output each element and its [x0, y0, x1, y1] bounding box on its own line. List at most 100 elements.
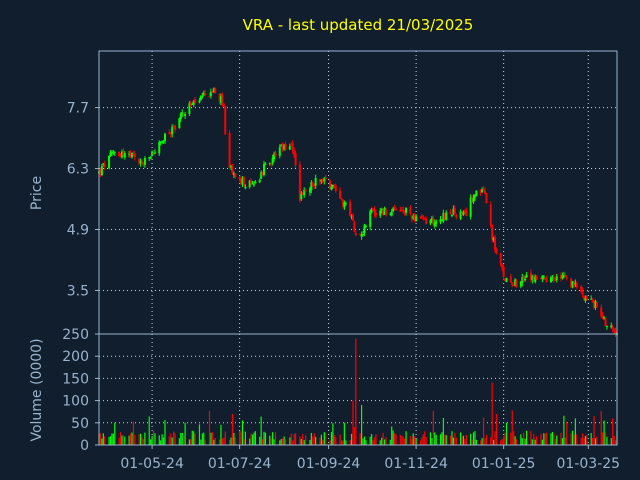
candle-body — [422, 216, 425, 220]
candle-body — [555, 276, 558, 281]
candle-body — [251, 183, 254, 185]
candle-body — [591, 300, 594, 302]
candle-body — [188, 103, 191, 114]
candle-body — [214, 87, 217, 93]
candle-body — [509, 276, 512, 283]
candle-body — [320, 180, 323, 182]
candle-body — [273, 153, 276, 160]
candle-body — [570, 278, 573, 288]
candle-body — [534, 276, 537, 282]
candle-body — [252, 184, 255, 186]
candle-body — [208, 96, 211, 98]
candle-body — [439, 219, 442, 223]
candle-body — [168, 132, 171, 134]
candle-body — [164, 133, 167, 141]
candle-body — [250, 180, 253, 184]
candle-body — [314, 178, 317, 186]
candle-body — [211, 91, 214, 93]
candle-body — [600, 307, 603, 317]
candle-body — [574, 282, 577, 285]
candle-body — [171, 126, 174, 135]
volume-tick-label: 50 — [71, 416, 89, 432]
candle-body — [552, 277, 555, 280]
candle-body — [221, 95, 224, 105]
candle-body — [109, 152, 112, 157]
candle-body — [514, 279, 517, 286]
candle-body — [505, 277, 508, 283]
candle-body — [475, 190, 478, 197]
candle-body — [575, 283, 578, 288]
candle-body — [611, 327, 614, 330]
candle-body — [491, 225, 494, 240]
candle-body — [128, 153, 131, 155]
candle-body — [234, 173, 237, 178]
candle-body — [230, 165, 233, 167]
candle-body — [260, 172, 263, 179]
candle-body — [204, 93, 207, 95]
candle-body — [522, 275, 525, 282]
candle-body — [354, 233, 357, 235]
candle-body — [419, 216, 422, 218]
candle-body — [501, 264, 504, 269]
candle-body — [120, 151, 123, 158]
candle-body — [321, 179, 324, 183]
candle-body — [525, 274, 528, 278]
candle-body — [343, 202, 346, 208]
candle-body — [409, 207, 412, 215]
candle-body — [219, 95, 222, 103]
candle-body — [571, 281, 574, 287]
candle-body — [581, 290, 584, 295]
candle-body — [158, 141, 161, 154]
candle-body — [430, 218, 433, 221]
date-tick-label: 01-11-24 — [384, 456, 448, 472]
candle-body — [331, 184, 334, 188]
candle-body — [613, 328, 616, 331]
candle-body — [131, 153, 134, 158]
candle-body — [495, 249, 498, 254]
candle-body — [545, 278, 548, 283]
candle-body — [242, 176, 245, 187]
candle-body — [122, 151, 125, 156]
candle-body — [141, 161, 144, 163]
candle-body — [334, 185, 337, 191]
candle-body — [373, 209, 376, 214]
candle-body — [541, 275, 544, 280]
candle-body — [202, 93, 205, 96]
candle-body — [423, 218, 426, 220]
candle-body — [139, 160, 142, 164]
candle-body — [274, 152, 277, 157]
candle-body — [370, 209, 373, 213]
candle-body — [119, 154, 122, 156]
candle-body — [339, 190, 342, 199]
candle-body — [380, 209, 383, 211]
candle-body — [184, 113, 187, 116]
candle-body — [429, 220, 432, 224]
candle-body — [594, 301, 597, 308]
volume-panel-frame — [98, 333, 618, 446]
candle-body — [123, 153, 126, 158]
candle-body — [362, 234, 365, 236]
candle-body — [614, 330, 617, 334]
candle-body — [481, 189, 484, 193]
candle-body — [483, 190, 486, 194]
candle-body — [462, 211, 465, 215]
candle-body — [153, 152, 156, 154]
candle-body — [268, 163, 271, 165]
price-candles — [98, 87, 618, 337]
candle-body — [209, 92, 212, 96]
candle-body — [110, 152, 113, 154]
candle-body — [280, 144, 283, 147]
candle-body — [181, 112, 184, 115]
price-tick-label: 7.7 — [67, 101, 89, 117]
candle-body — [240, 178, 243, 184]
candle-body — [554, 280, 557, 282]
candle-body — [364, 225, 367, 227]
candle-body — [461, 212, 464, 216]
candle-body — [393, 206, 396, 208]
candle-body — [405, 207, 408, 213]
candle-body — [584, 297, 587, 301]
candle-body — [192, 100, 195, 105]
candle-body — [248, 180, 251, 188]
date-axis-ticks: 01-05-24 01-07-24 01-09-24 01-11-24 01-01-25… — [120, 445, 620, 472]
candle-body — [435, 221, 438, 224]
